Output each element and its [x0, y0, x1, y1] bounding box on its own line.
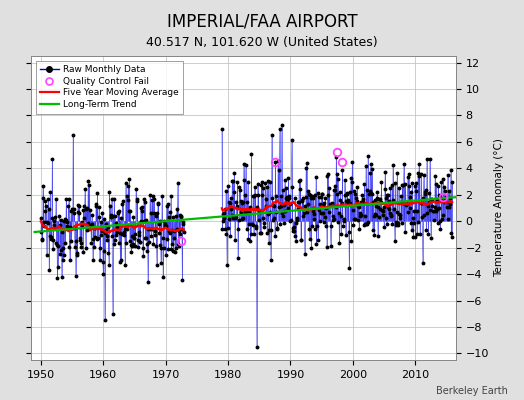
Legend: Raw Monthly Data, Quality Control Fail, Five Year Moving Average, Long-Term Tren: Raw Monthly Data, Quality Control Fail, …	[36, 60, 183, 114]
Y-axis label: Temperature Anomaly (°C): Temperature Anomaly (°C)	[495, 138, 505, 278]
Text: Berkeley Earth: Berkeley Earth	[436, 386, 508, 396]
Text: 40.517 N, 101.620 W (United States): 40.517 N, 101.620 W (United States)	[146, 36, 378, 49]
Text: IMPERIAL/FAA AIRPORT: IMPERIAL/FAA AIRPORT	[167, 12, 357, 30]
